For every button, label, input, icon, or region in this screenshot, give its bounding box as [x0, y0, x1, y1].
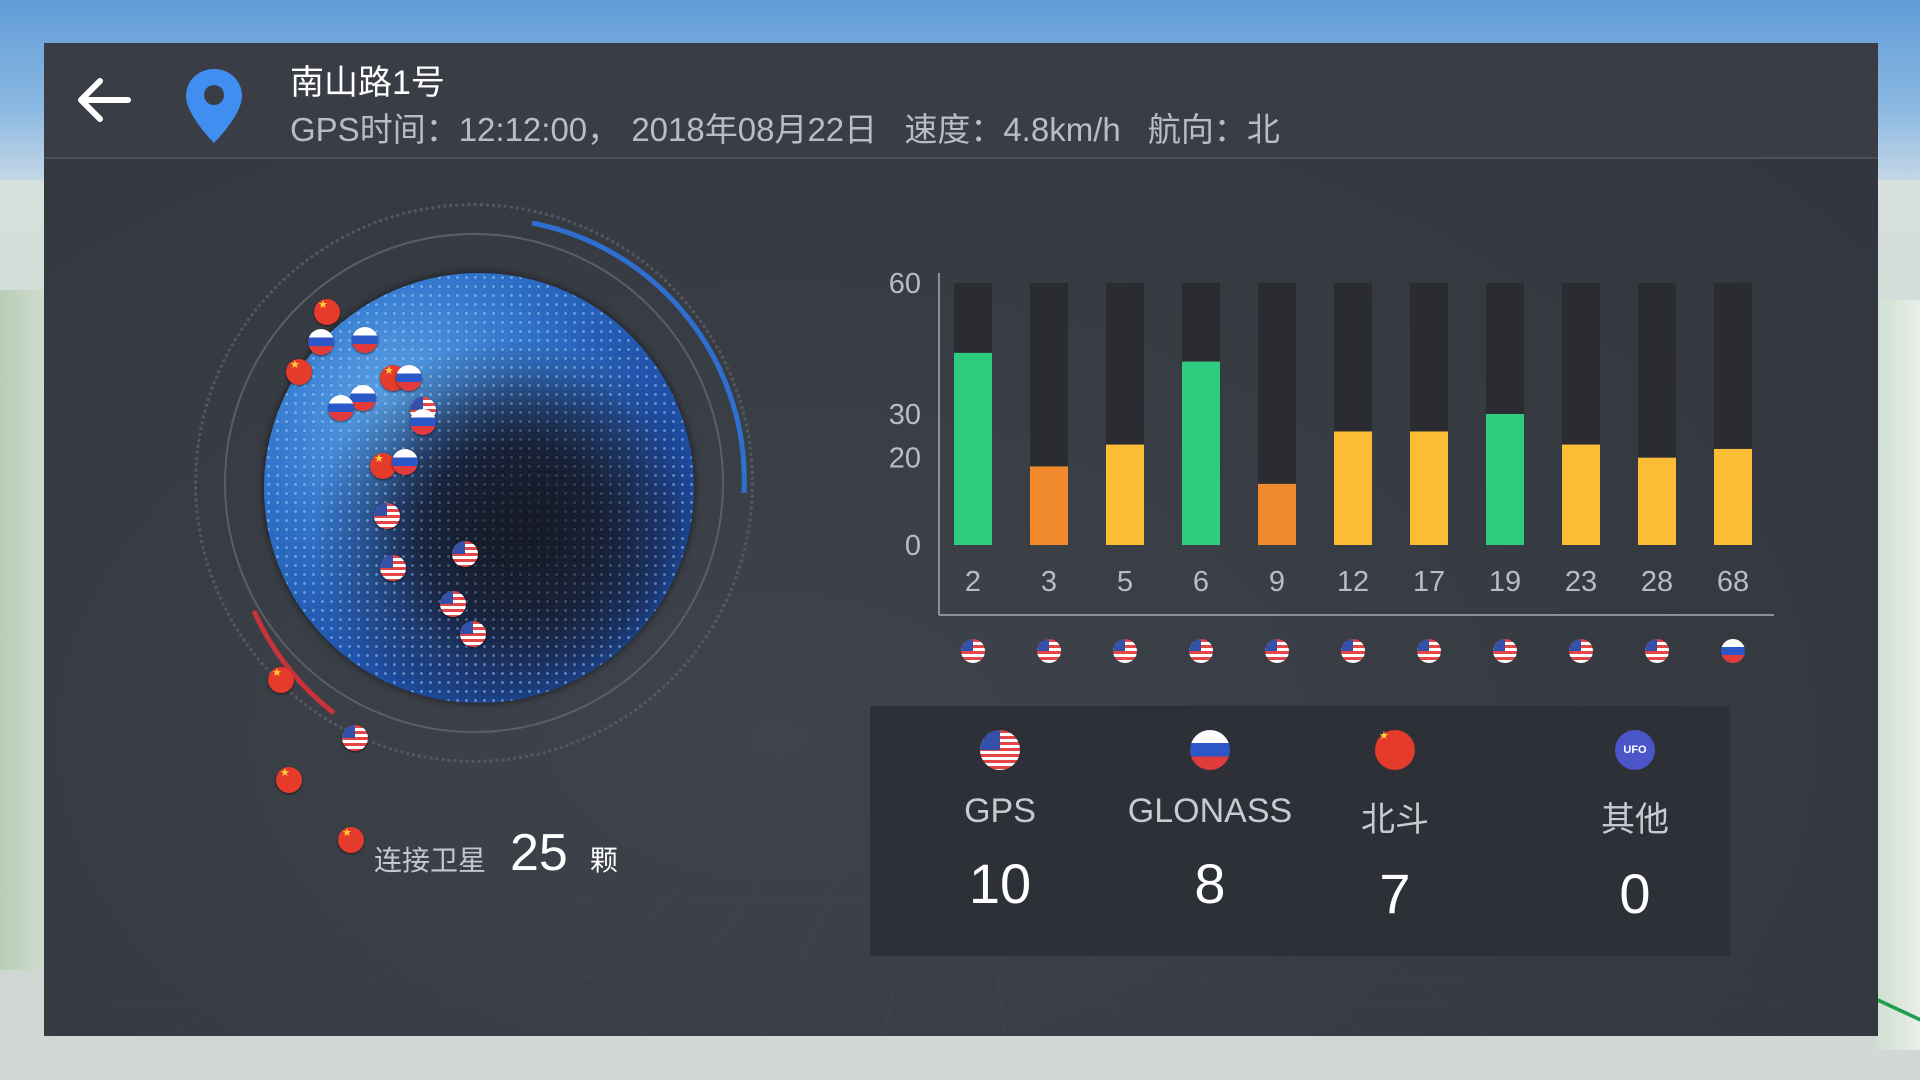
satellite-marker — [410, 409, 436, 435]
satellite-marker — [342, 725, 368, 751]
y-tick-label: 0 — [905, 530, 921, 562]
us-flag-icon — [1493, 639, 1517, 663]
russia-flag-icon — [1721, 639, 1745, 663]
satellite-marker — [440, 591, 466, 617]
stat-gps: GPS 10 — [925, 706, 1075, 956]
x-tick-label: 12 — [1337, 566, 1369, 598]
bar-68 — [1714, 448, 1752, 545]
satellite-marker — [314, 299, 340, 325]
x-tick-label: 17 — [1413, 566, 1445, 598]
satellite-marker — [328, 395, 354, 421]
bar-23 — [1562, 444, 1600, 545]
x-tick-label: 23 — [1565, 566, 1597, 598]
map-edge-left — [0, 290, 44, 970]
us-flag-icon — [1645, 639, 1669, 663]
globe-tick-ring — [194, 203, 754, 763]
satellite-marker — [380, 555, 406, 581]
satellite-marker — [392, 449, 418, 475]
satellite-panel: 南山路1号 GPS时间：12:12:00， 2018年08月22日 速度：4.8… — [44, 43, 1878, 1036]
y-tick-label: 30 — [889, 399, 921, 431]
satellite-stats-panel: GPS 10 GLONASS 8 北斗 7 UFO 其他 0 — [870, 706, 1730, 956]
y-tick-label: 20 — [889, 443, 921, 475]
satellite-marker — [350, 385, 376, 411]
gps-info-line: GPS时间：12:12:00， 2018年08月22日 速度：4.8km/h 航… — [290, 103, 1282, 151]
us-flag-icon — [1569, 639, 1593, 663]
gps-date: 2018年08月22日 — [631, 111, 878, 148]
bar-12 — [1334, 431, 1372, 545]
stat-count: 7 — [1379, 862, 1411, 925]
orbit-arcs — [251, 220, 747, 715]
connected-unit: 颗 — [589, 845, 618, 876]
signal-bar-chart: 60 30 20 0 2 3 5 6 9 12 17 19 23 28 68 — [824, 233, 1804, 683]
stat-beidou: 北斗 7 — [1330, 706, 1460, 956]
x-tick-label: 19 — [1489, 566, 1521, 598]
stat-other: UFO 其他 0 — [1560, 706, 1710, 956]
connected-label: 连接卫星 — [374, 845, 487, 876]
bar-19 — [1486, 414, 1524, 545]
satellite-marker — [396, 365, 422, 391]
satellite-marker — [374, 503, 400, 529]
satellite-marker — [352, 327, 378, 353]
ufo-icon: UFO — [1615, 730, 1655, 770]
x-tick-label: 2 — [965, 566, 981, 598]
us-flag-icon — [980, 730, 1020, 770]
location-title: 南山路1号 — [290, 64, 445, 102]
satellite-marker — [370, 453, 396, 479]
satellite-marker — [452, 541, 478, 567]
bar-28 — [1638, 457, 1676, 545]
back-button[interactable] — [68, 65, 138, 135]
x-tick-label: 28 — [1641, 566, 1673, 598]
satellite-marker — [338, 827, 364, 853]
bar-5 — [1106, 444, 1144, 545]
stat-count: 0 — [1619, 862, 1651, 925]
x-tick-label: 6 — [1193, 566, 1209, 598]
us-flag-icon — [1265, 639, 1289, 663]
x-tick-label: 5 — [1117, 566, 1133, 598]
globe-orbit-ring — [224, 233, 724, 733]
header-bar: 南山路1号 GPS时间：12:12:00， 2018年08月22日 速度：4.8… — [44, 43, 1878, 159]
x-tick-label: 9 — [1269, 566, 1285, 598]
connected-count: 25 — [510, 824, 568, 882]
us-flag-icon — [1341, 639, 1365, 663]
map-edge-right — [1876, 300, 1920, 1050]
bar-3 — [1030, 466, 1068, 545]
x-tick-label: 68 — [1717, 566, 1749, 598]
bar-6 — [1182, 361, 1220, 545]
china-flag-icon — [1375, 730, 1415, 770]
satellite-marker — [276, 767, 302, 793]
russia-flag-icon — [1190, 730, 1230, 770]
bar-9 — [1258, 483, 1296, 545]
satellite-marker — [268, 667, 294, 693]
satellite-globe — [184, 193, 764, 853]
stat-label: 北斗 — [1361, 801, 1429, 839]
y-tick-label: 60 — [889, 268, 921, 300]
stat-label: GPS — [964, 792, 1036, 830]
us-flag-icon — [1189, 639, 1213, 663]
gps-heading: 航向：北 — [1147, 111, 1280, 148]
connected-satellites: 连接卫星 25 颗 — [374, 823, 618, 883]
location-pin-icon — [186, 69, 242, 143]
us-flag-icon — [1037, 639, 1061, 663]
gps-time: GPS时间：12:12:00， — [290, 111, 621, 148]
stat-count: 10 — [968, 852, 1032, 915]
arrow-left-icon — [78, 78, 131, 122]
us-flag-icon — [1417, 639, 1441, 663]
stat-count: 8 — [1194, 852, 1226, 915]
satellite-marker — [286, 359, 312, 385]
us-flag-icon — [1113, 639, 1137, 663]
bar-2 — [954, 352, 992, 545]
satellite-marker — [308, 329, 334, 355]
x-tick-label: 3 — [1041, 566, 1057, 598]
satellite-marker — [460, 621, 486, 647]
stat-label: 其他 — [1601, 801, 1669, 839]
us-flag-icon — [961, 639, 985, 663]
stat-label: GLONASS — [1127, 792, 1293, 830]
gps-speed: 速度：4.8km/h — [904, 111, 1121, 148]
bar-17 — [1410, 431, 1448, 545]
stat-glonass: GLONASS 8 — [1105, 706, 1315, 956]
